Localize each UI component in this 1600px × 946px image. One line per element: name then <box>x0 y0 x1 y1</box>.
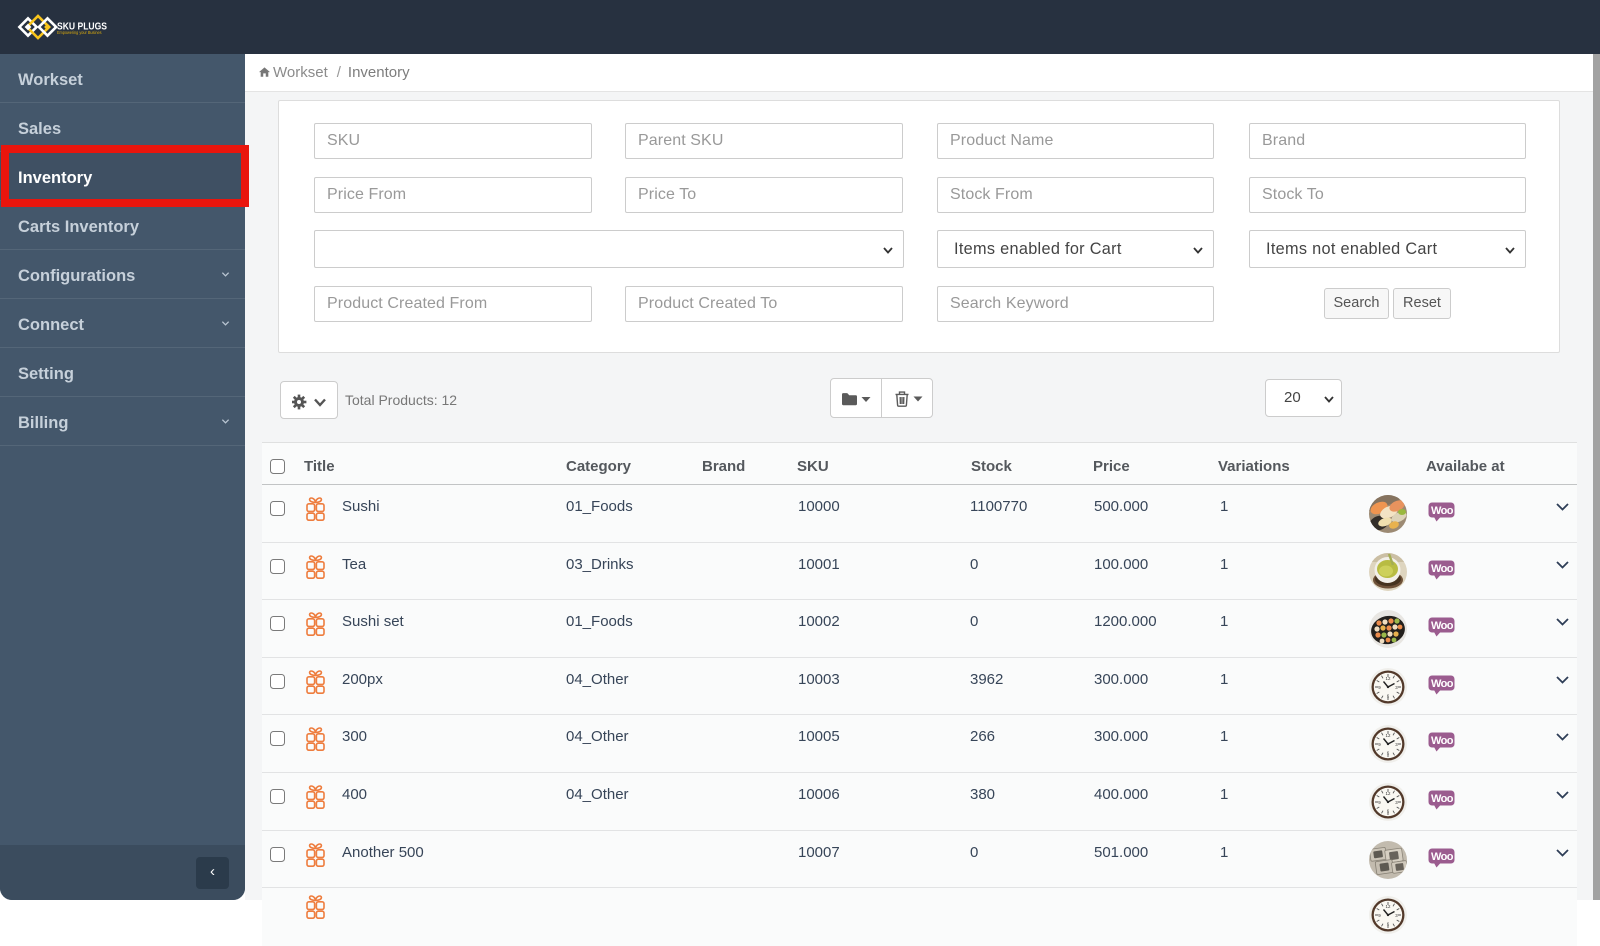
svg-text:Empowering your Busines: Empowering your Busines <box>57 30 102 35</box>
